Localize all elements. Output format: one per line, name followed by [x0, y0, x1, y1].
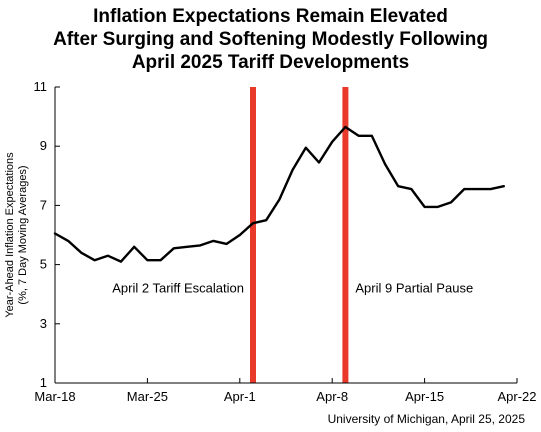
x-tick-label: Mar-18 — [34, 389, 75, 404]
series-line-1 — [53, 125, 505, 263]
y-tick-label: 7 — [40, 197, 47, 212]
x-tick-label: Apr-15 — [405, 389, 444, 404]
y-axis-label-line-1: Year-Ahead Inflation Expectations — [4, 152, 16, 318]
data-point — [397, 185, 399, 187]
data-point — [67, 240, 69, 242]
data-point — [278, 198, 280, 201]
data-point — [344, 126, 346, 128]
title-line-2: After Surging and Softening Modestly Fol… — [53, 29, 488, 50]
y-tick-label: 11 — [34, 79, 48, 94]
data-point — [173, 247, 175, 249]
y-axis-label: Year-Ahead Inflation Expectations (%, 7 … — [4, 152, 29, 318]
x-tick-label: Apr-22 — [497, 389, 536, 404]
data-point — [424, 206, 426, 208]
data-point — [410, 188, 412, 190]
data-point — [318, 161, 320, 164]
data-point — [186, 246, 188, 248]
data-point — [120, 261, 122, 263]
y-tick-label: 5 — [40, 257, 47, 272]
x-tick-label: Apr-1 — [224, 389, 256, 404]
data-point — [54, 232, 56, 235]
data-point — [160, 259, 162, 261]
source-note: University of Michigan, April 25, 2025 — [328, 412, 526, 426]
data-point — [212, 240, 214, 242]
y-tick-label: 3 — [40, 316, 47, 331]
y-tick-label: 1 — [40, 375, 47, 390]
chart-title: Inflation Expectations Remain Elevated A… — [0, 5, 541, 74]
data-point — [265, 219, 267, 221]
data-point — [437, 206, 439, 208]
data-point — [331, 141, 333, 143]
x-tick-label: Mar-25 — [127, 389, 168, 404]
data-point — [490, 188, 492, 190]
data-point — [305, 147, 307, 149]
y-tick-label: 9 — [40, 138, 47, 153]
data-point — [292, 169, 294, 171]
data-point — [450, 201, 452, 204]
data-point — [199, 244, 201, 246]
x-tick-label: Apr-8 — [316, 389, 348, 404]
event-label-2: April 9 Partial Pause — [355, 281, 473, 296]
data-point — [146, 259, 148, 261]
data-point — [358, 135, 360, 137]
data-point — [252, 222, 254, 224]
event-label-1: April 2 Tariff Escalation — [112, 281, 244, 296]
data-point — [476, 188, 478, 190]
data-point — [107, 255, 109, 257]
title-line-1: Inflation Expectations Remain Elevated — [93, 6, 448, 27]
data-point — [133, 246, 135, 248]
data-point — [371, 135, 373, 137]
data-point — [463, 188, 465, 190]
y-axis-label-line-2: (%, 7 Day Moving Averages) — [17, 165, 29, 304]
data-point — [226, 243, 228, 245]
data-point — [384, 163, 386, 165]
title-line-3: April 2025 Tariff Developments — [131, 52, 410, 73]
data-point — [94, 259, 96, 261]
data-point — [503, 185, 505, 187]
data-point — [80, 252, 82, 254]
data-point — [239, 234, 241, 236]
